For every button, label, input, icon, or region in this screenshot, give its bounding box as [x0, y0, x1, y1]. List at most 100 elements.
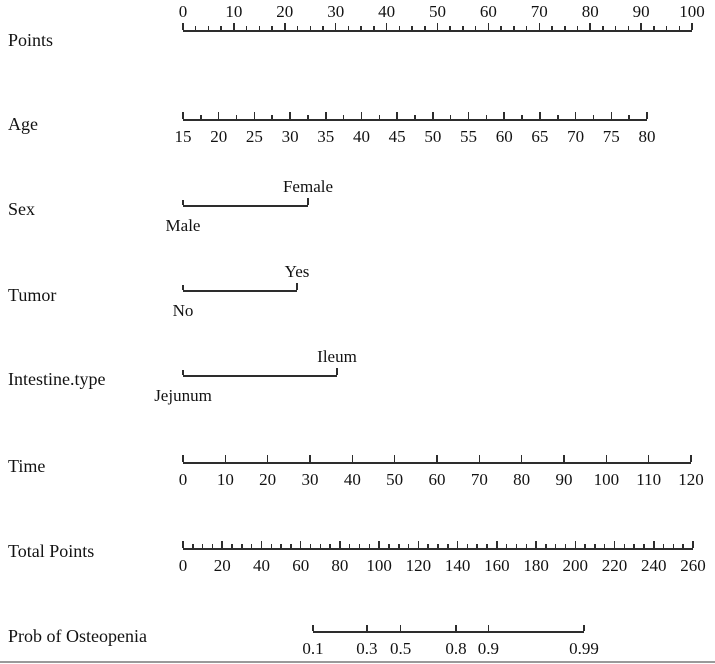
time-tick-label: 60 [428, 470, 446, 489]
points-tick-label: 90 [632, 2, 650, 21]
total-points-tick-label: 260 [680, 556, 706, 575]
points-minor-tick [576, 26, 579, 30]
age-tick-label: 75 [602, 127, 620, 146]
points-tick-label: 10 [225, 2, 243, 21]
points-tick [385, 23, 388, 30]
age-minor-tick [307, 115, 309, 119]
points-tick-label: 100 [679, 2, 705, 21]
age-tick-label: 55 [460, 127, 478, 146]
total-points-minor-tick [250, 544, 253, 548]
points-tick [284, 23, 286, 30]
prob-tick [312, 625, 314, 631]
age-tick-label: 70 [567, 127, 585, 146]
total-points-tick [260, 541, 263, 548]
total-points-minor-tick [486, 544, 488, 548]
total-points-minor-tick [447, 544, 449, 548]
time-tick [182, 455, 184, 462]
prob-tick-label: 0.8 [445, 639, 467, 658]
time-tick [520, 455, 523, 462]
total-points-minor-tick [309, 544, 312, 548]
total-points-minor-tick [211, 544, 214, 548]
total-points-minor-tick [603, 544, 606, 548]
total-points-minor-tick [358, 544, 361, 548]
age-tick [396, 112, 398, 119]
age-minor-tick [557, 115, 559, 119]
intestine-type-tick [336, 368, 338, 375]
points-tick [691, 23, 693, 30]
intestine-type-tick [182, 370, 184, 375]
total-points-tick [496, 541, 498, 548]
sex-tick [307, 198, 309, 205]
total-points-minor-tick [584, 544, 586, 548]
points-minor-tick [309, 26, 311, 30]
points-minor-tick [449, 26, 451, 30]
points-tick-label: 60 [479, 2, 497, 21]
points-tick [640, 23, 642, 30]
points-minor-tick [373, 26, 375, 30]
prob-tick-label: 0.5 [390, 639, 412, 658]
time-tick [478, 455, 481, 462]
age-tick [253, 112, 256, 119]
age-tick-label: 50 [424, 127, 442, 146]
total-points-minor-tick [643, 544, 645, 548]
total-points-tick-label: 20 [213, 556, 231, 575]
prob-tick-label: 0.1 [302, 639, 324, 658]
age-tick-label: 30 [281, 127, 299, 146]
prob-tick-label: 0.3 [356, 639, 378, 658]
points-tick [182, 23, 184, 30]
time-tick-label: 50 [386, 470, 404, 489]
points-axis-line [183, 30, 692, 32]
total-points-minor-tick [427, 544, 429, 548]
time-tick [647, 455, 650, 462]
age-tick [289, 112, 291, 119]
total-points-tick-label: 240 [641, 556, 667, 575]
age-tick-label: 60 [495, 127, 513, 146]
total-points-minor-tick [564, 544, 567, 548]
total-points-minor-tick [525, 544, 528, 548]
tumor-option-label: Yes [284, 262, 310, 281]
total-points-tick [574, 541, 577, 548]
time-tick [309, 455, 311, 462]
tumor-tick [182, 285, 184, 290]
time-tick-label: 70 [470, 470, 488, 489]
total-points-minor-tick [682, 544, 684, 548]
total-points-tick [182, 541, 184, 548]
axis-title-tumor: Tumor [8, 285, 57, 305]
age-minor-tick [414, 115, 416, 119]
points-minor-tick [564, 26, 566, 30]
total-points-minor-tick [241, 544, 243, 548]
age-tick [503, 112, 505, 119]
total-points-minor-tick [505, 544, 508, 548]
time-tick [393, 455, 396, 462]
prob-tick [583, 625, 585, 631]
prob-axis-line [313, 631, 584, 633]
time-tick-label: 30 [301, 470, 319, 489]
age-tick [467, 112, 470, 119]
age-tick-label: 45 [388, 127, 406, 146]
time-tick [351, 455, 354, 462]
sex-axis-line [183, 205, 308, 207]
prob-tick [399, 625, 402, 631]
total-points-tick-label: 40 [252, 556, 270, 575]
total-points-tick-label: 100 [366, 556, 392, 575]
age-minor-tick [628, 115, 630, 119]
age-tick [325, 112, 327, 119]
total-points-tick [339, 541, 341, 548]
points-tick-label: 20 [276, 2, 294, 21]
tumor-tick [296, 283, 298, 290]
points-tick-label: 80 [581, 2, 599, 21]
points-minor-tick [245, 26, 248, 30]
time-tick-label: 20 [259, 470, 277, 489]
age-tick [610, 112, 613, 119]
points-minor-tick [500, 26, 502, 30]
time-tick-label: 90 [555, 470, 573, 489]
points-tick [487, 23, 490, 30]
total-points-minor-tick [201, 544, 204, 548]
age-tick-label: 20 [210, 127, 228, 146]
total-points-tick [378, 541, 380, 548]
age-minor-tick [271, 115, 273, 119]
total-points-tick [613, 541, 616, 548]
points-minor-tick [551, 26, 553, 30]
axis-title-age: Age [8, 114, 38, 134]
